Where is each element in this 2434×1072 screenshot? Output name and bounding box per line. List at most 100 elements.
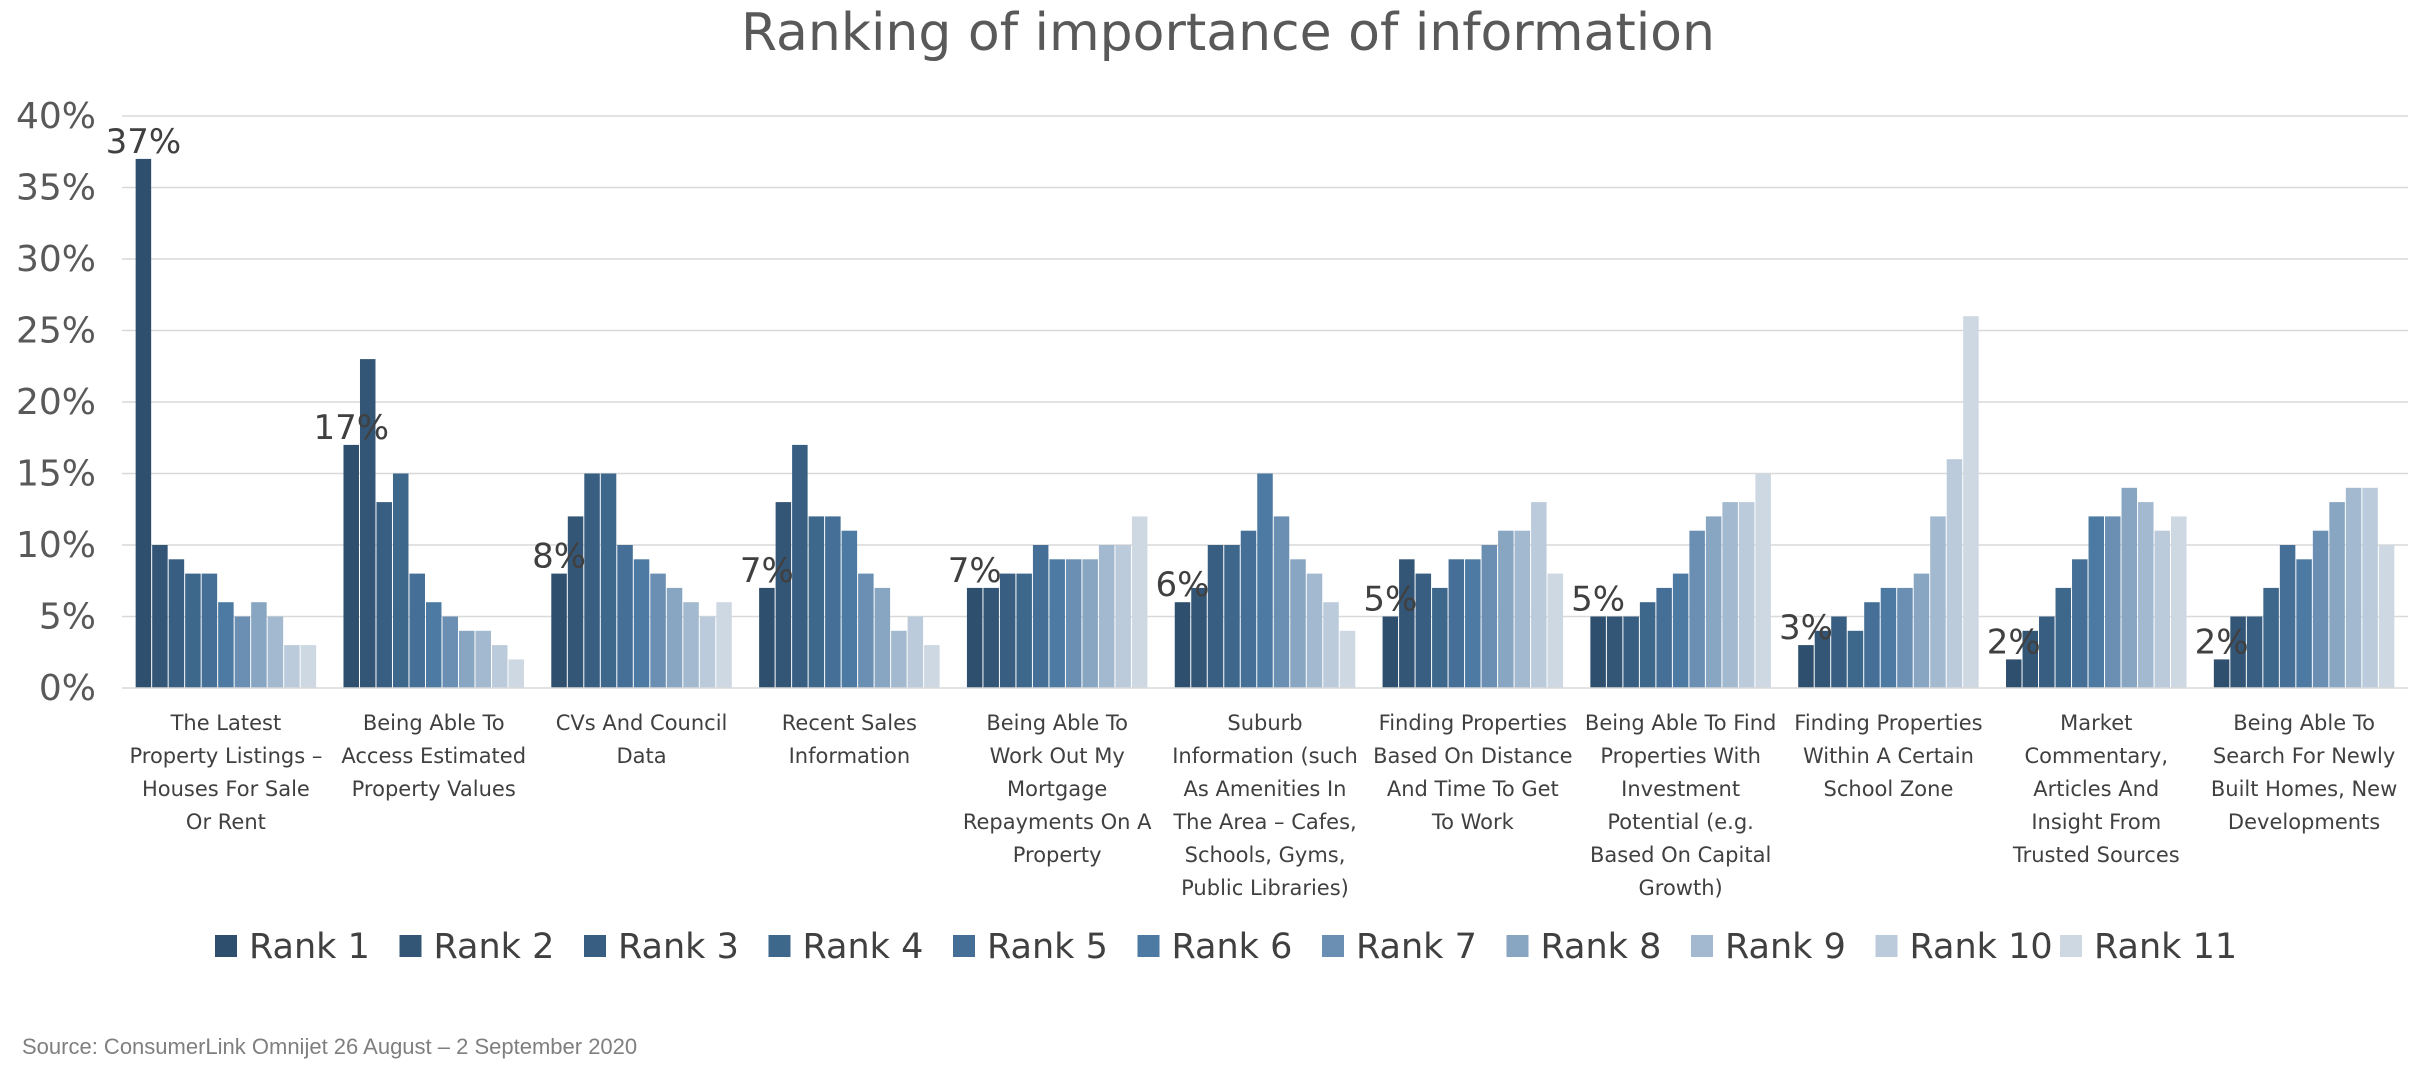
- bar: [2246, 616, 2263, 688]
- legend-swatch: [1137, 935, 1160, 957]
- bar: [666, 587, 683, 688]
- bar: [1606, 616, 1623, 688]
- data-label: 2%: [1987, 622, 2041, 662]
- bar: [1115, 545, 1131, 688]
- bar: [1913, 573, 1930, 688]
- category-label: And Time To Get: [1387, 777, 1559, 801]
- bar: [1514, 530, 1531, 688]
- bar: [300, 645, 317, 688]
- y-tick-label: 40%: [16, 96, 96, 137]
- bar: [1339, 630, 1356, 688]
- bar: [1705, 516, 1722, 688]
- bar: [1531, 502, 1547, 688]
- category-label: Or Rent: [186, 810, 266, 834]
- bar: [251, 602, 267, 688]
- category-label: School Zone: [1824, 777, 1954, 801]
- category-label: Property Values: [352, 777, 516, 801]
- bar: [185, 573, 201, 688]
- bar: [1963, 316, 1979, 688]
- bar: [409, 573, 425, 688]
- bar: [508, 659, 524, 688]
- y-tick-label: 25%: [16, 311, 96, 352]
- category-label: Information (such: [1172, 744, 1358, 768]
- category-label: To Work: [1431, 810, 1515, 834]
- category-label: Insight From: [2031, 810, 2161, 834]
- category-label: Schools, Gyms,: [1185, 843, 1346, 867]
- category-label: Built Homes, New: [2211, 777, 2397, 801]
- bar: [2121, 487, 2138, 688]
- bar: [891, 630, 907, 688]
- bar: [284, 645, 300, 688]
- bar: [792, 444, 808, 688]
- bar: [2296, 559, 2312, 688]
- legend-swatch: [1322, 935, 1344, 957]
- category-label: Trusted Sources: [2012, 843, 2180, 867]
- legend-swatch: [1691, 935, 1713, 957]
- category-label: Properties With: [1600, 744, 1760, 768]
- bar: [475, 630, 491, 688]
- bar: [1672, 573, 1689, 688]
- bar: [633, 559, 650, 688]
- legend: Rank 1 Rank 2 Rank 3 Rank 4 Rank 5 Rank 6 Rank…: [215, 927, 2237, 967]
- legend-label: Rank 3: [618, 927, 739, 967]
- data-label: 7%: [948, 551, 1002, 591]
- bar: [1415, 573, 1432, 688]
- legend-swatch: [768, 935, 791, 957]
- legend-label: Rank 6: [1172, 927, 1293, 967]
- legend-label: Rank 1: [249, 927, 370, 967]
- y-tick-label: 5%: [39, 597, 96, 638]
- bar: [1290, 559, 1306, 688]
- category-label: Mortgage: [1007, 777, 1107, 801]
- bar: [2329, 502, 2345, 688]
- legend-label: Rank 5: [987, 927, 1108, 967]
- bar: [2088, 516, 2105, 688]
- bar: [1016, 573, 1032, 688]
- bar: [359, 359, 376, 688]
- bar: [1722, 502, 1738, 688]
- bar: [1481, 545, 1498, 688]
- category-label: Developments: [2228, 810, 2380, 834]
- bar: [1847, 630, 1864, 688]
- bar: [1798, 645, 1814, 688]
- category-label: Growth): [1639, 876, 1723, 900]
- legend-label: Rank 4: [803, 927, 924, 967]
- bar: [1448, 559, 1465, 688]
- bar: [1590, 616, 1606, 688]
- bar: [2362, 487, 2378, 688]
- bar: [392, 473, 409, 688]
- bar: [343, 444, 359, 688]
- bar: [2312, 530, 2329, 688]
- bar: [1399, 559, 1415, 688]
- y-axis-ticks: 0% 5% 10% 15% 20% 25% 30% 35% 40%: [16, 96, 96, 709]
- bar: [218, 602, 234, 688]
- bar: [983, 587, 999, 688]
- category-label: Public Libraries): [1181, 876, 1349, 900]
- bar: [716, 602, 732, 688]
- bar: [2105, 516, 2121, 688]
- category-label: The Area – Cafes,: [1172, 810, 1356, 834]
- bar: [1382, 616, 1399, 688]
- category-label: Finding Properties: [1794, 711, 1982, 735]
- bar: [201, 573, 218, 688]
- bar: [2378, 545, 2395, 688]
- legend-swatch: [1506, 935, 1529, 957]
- category-label: As Amenities In: [1184, 777, 1347, 801]
- bar: [1098, 545, 1115, 688]
- bar: [1930, 516, 1946, 688]
- legend-swatch: [215, 935, 237, 957]
- bar: [1946, 459, 1963, 688]
- bar: [168, 559, 185, 688]
- bar: [1897, 587, 1913, 688]
- bar: [1465, 559, 1481, 688]
- legend-label: Rank 2: [434, 927, 555, 967]
- category-label: Being Able To: [986, 711, 1128, 735]
- category-label: The Latest: [170, 711, 282, 735]
- bar: [924, 645, 940, 688]
- bar: [1864, 602, 1880, 688]
- bar: [617, 545, 633, 688]
- category-label: Potential (e.g.: [1607, 810, 1753, 834]
- bar: [2055, 587, 2072, 688]
- bar: [1738, 502, 1755, 688]
- bar: [2039, 616, 2055, 688]
